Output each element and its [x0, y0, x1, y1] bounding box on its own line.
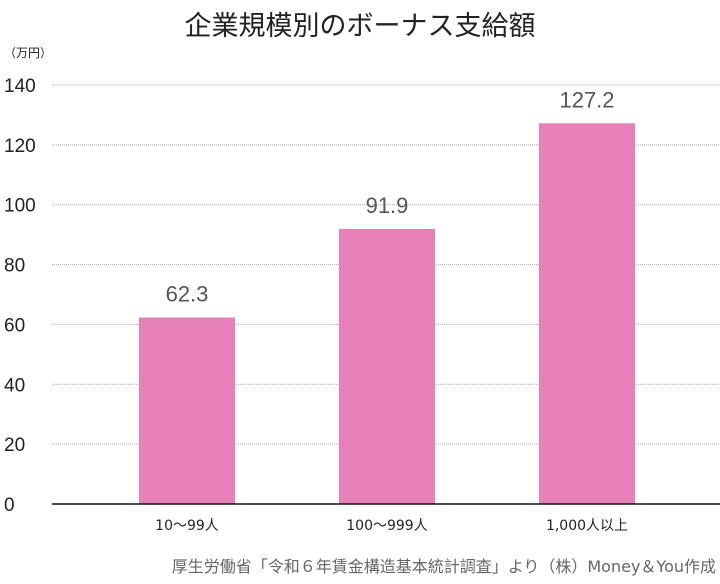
y-tick-label: 100 — [4, 196, 36, 217]
bar — [539, 123, 635, 505]
bar — [339, 228, 435, 504]
chart-title: 企業規模別のボーナス支給額 — [184, 11, 536, 42]
y-tick-label: 20 — [4, 435, 25, 456]
data-label: 127.2 — [559, 87, 614, 112]
y-tick-label: 0 — [4, 495, 15, 516]
source-note: 厚生労働省「令和６年賃金構造基本統計調査」より（株）Money＆You作成 — [171, 557, 716, 576]
x-tick-label: 10～99人 — [155, 518, 219, 534]
x-tick-label: 1,000人以上 — [546, 518, 628, 534]
x-tick-label: 100～999人 — [346, 518, 427, 534]
y-tick-label: 80 — [4, 256, 25, 277]
data-label: 91.9 — [366, 193, 409, 218]
y-tick-label: 140 — [4, 76, 36, 97]
data-label: 62.3 — [166, 282, 209, 307]
y-tick-label: 60 — [4, 315, 25, 336]
bar — [139, 317, 235, 504]
y-tick-label: 120 — [4, 136, 36, 157]
y-axis-unit: （万円） — [4, 46, 53, 60]
y-tick-label: 40 — [4, 375, 25, 396]
